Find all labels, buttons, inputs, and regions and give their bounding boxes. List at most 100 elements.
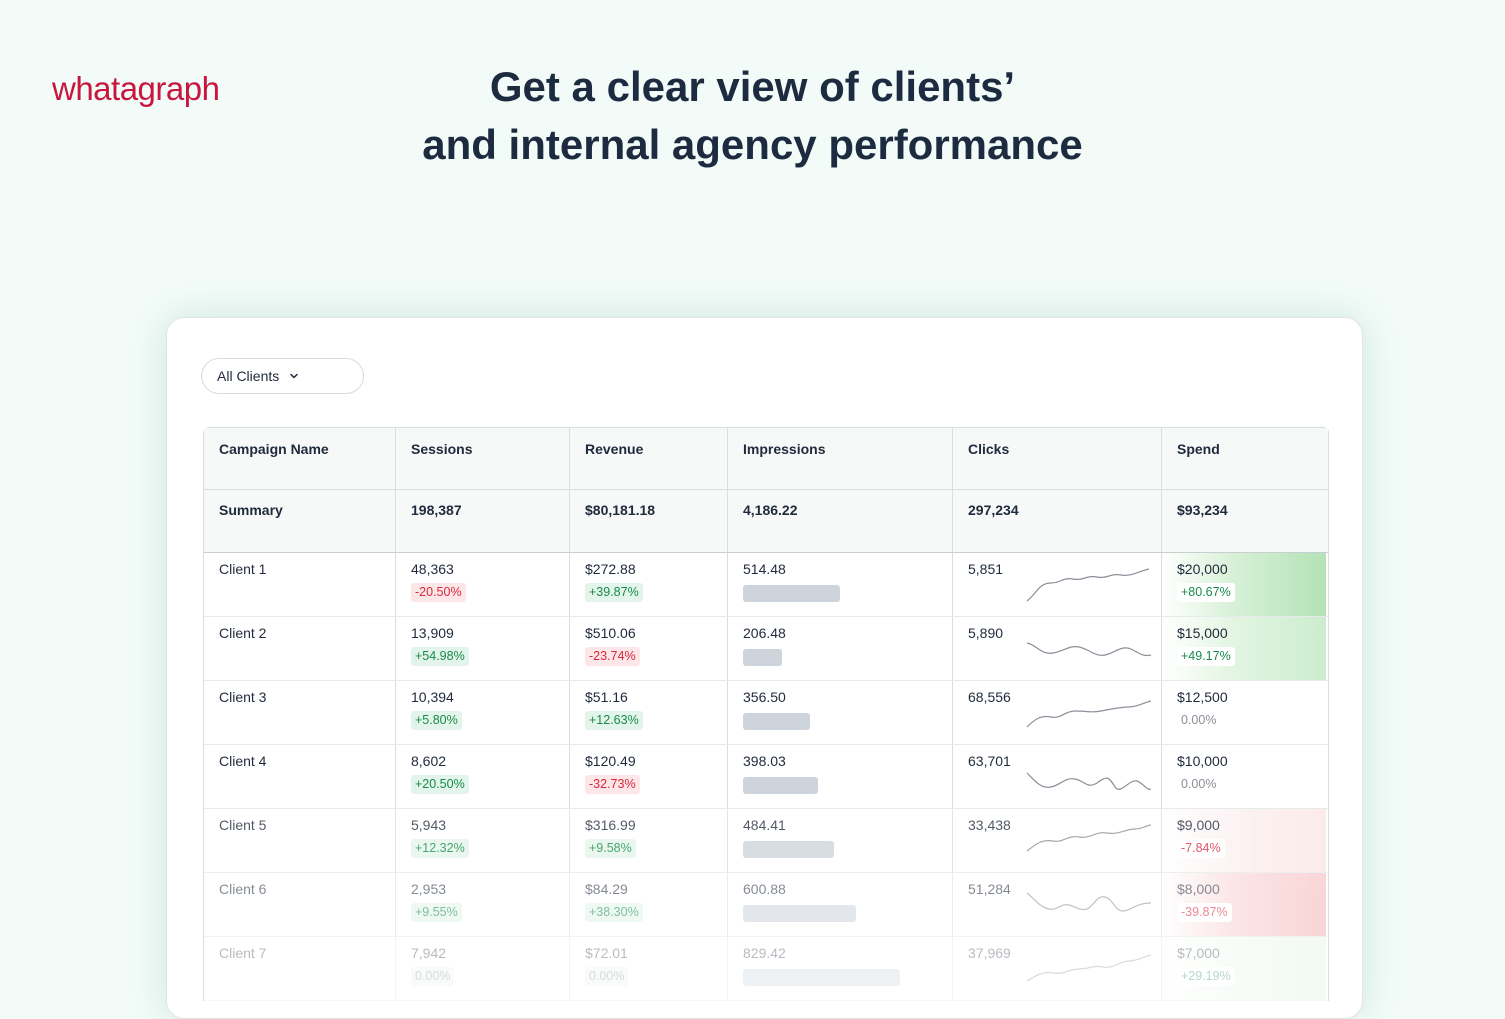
clicks-value: 37,969 bbox=[968, 945, 1011, 961]
clicks-cell: 37,969 bbox=[953, 937, 1162, 1000]
impressions-value: 356.50 bbox=[743, 689, 786, 705]
impressions-value: 484.41 bbox=[743, 817, 786, 833]
spend-change-badge: +29.19% bbox=[1177, 967, 1235, 986]
revenue-change-badge: -32.73% bbox=[585, 775, 640, 794]
sessions-change-badge: -20.50% bbox=[411, 583, 466, 602]
sessions-cell: 2,953 +9.55% bbox=[396, 873, 570, 936]
spend-value: $12,500 bbox=[1177, 689, 1228, 705]
spend-value: $9,000 bbox=[1177, 817, 1220, 833]
clicks-value: 51,284 bbox=[968, 881, 1011, 897]
spend-change-badge: +49.17% bbox=[1177, 647, 1235, 666]
revenue-value: $272.88 bbox=[585, 561, 636, 577]
impressions-bar bbox=[743, 777, 818, 794]
clicks-value: 33,438 bbox=[968, 817, 1011, 833]
clicks-sparkline bbox=[1026, 772, 1152, 790]
chevron-down-icon bbox=[288, 370, 300, 382]
sessions-change-badge: +5.80% bbox=[411, 711, 462, 730]
revenue-value: $120.49 bbox=[585, 753, 636, 769]
impressions-cell: 398.03 bbox=[728, 745, 953, 808]
sessions-value: 13,909 bbox=[411, 625, 454, 641]
client-filter-label: All Clients bbox=[217, 368, 280, 384]
campaign-name-cell: Client 3 bbox=[204, 681, 396, 744]
revenue-cell: $272.88 +39.87% bbox=[570, 553, 728, 616]
revenue-value: $316.99 bbox=[585, 817, 636, 833]
sessions-change-badge: +54.98% bbox=[411, 647, 469, 666]
sessions-value: 8,602 bbox=[411, 753, 447, 769]
summary-impressions: 4,186.22 bbox=[728, 490, 953, 552]
table-row[interactable]: Client 2 13,909 +54.98% $510.06 -23.74% … bbox=[204, 617, 1328, 681]
campaign-name: Client 3 bbox=[219, 689, 267, 705]
campaign-name: Client 2 bbox=[219, 625, 267, 641]
revenue-cell: $51.16 +12.63% bbox=[570, 681, 728, 744]
brand-logo: whatagraph bbox=[52, 70, 220, 107]
clicks-value: 63,701 bbox=[968, 753, 1011, 769]
sessions-change-badge: +12.32% bbox=[411, 839, 469, 858]
table-row[interactable]: Client 1 48,363 -20.50% $272.88 +39.87% … bbox=[204, 553, 1328, 617]
table-row[interactable]: Client 4 8,602 +20.50% $120.49 -32.73% 3… bbox=[204, 745, 1328, 809]
impressions-bar bbox=[743, 905, 856, 922]
spend-cell: $15,000 +49.17% bbox=[1162, 617, 1326, 680]
spend-cell: $7,000 +29.19% bbox=[1162, 937, 1326, 1000]
table-row[interactable]: Client 5 5,943 +12.32% $316.99 +9.58% 48… bbox=[204, 809, 1328, 873]
impressions-cell: 829.42 bbox=[728, 937, 953, 1000]
spend-value: $7,000 bbox=[1177, 945, 1220, 961]
table-row[interactable]: Client 3 10,394 +5.80% $51.16 +12.63% 35… bbox=[204, 681, 1328, 745]
spend-value: $10,000 bbox=[1177, 753, 1228, 769]
revenue-cell: $316.99 +9.58% bbox=[570, 809, 728, 872]
impressions-value: 206.48 bbox=[743, 625, 786, 641]
impressions-value: 829.42 bbox=[743, 945, 786, 961]
campaign-name: Client 7 bbox=[219, 945, 267, 961]
clicks-sparkline bbox=[1026, 892, 1152, 912]
impressions-cell: 484.41 bbox=[728, 809, 953, 872]
header-impressions[interactable]: Impressions bbox=[728, 428, 953, 489]
revenue-cell: $72.01 0.00% bbox=[570, 937, 728, 1000]
summary-label: Summary bbox=[204, 490, 396, 552]
summary-sessions: 198,387 bbox=[396, 490, 570, 552]
campaign-name-cell: Client 7 bbox=[204, 937, 396, 1000]
spend-change-badge: 0.00% bbox=[1177, 711, 1221, 730]
campaign-name: Client 1 bbox=[219, 561, 267, 577]
impressions-bar bbox=[743, 969, 900, 986]
clicks-sparkline bbox=[1026, 824, 1152, 852]
sessions-value: 2,953 bbox=[411, 881, 447, 897]
impressions-cell: 514.48 bbox=[728, 553, 953, 616]
spend-cell: $10,000 0.00% bbox=[1162, 745, 1326, 808]
clicks-sparkline bbox=[1026, 700, 1152, 728]
campaign-name-cell: Client 1 bbox=[204, 553, 396, 616]
revenue-cell: $510.06 -23.74% bbox=[570, 617, 728, 680]
sessions-cell: 10,394 +5.80% bbox=[396, 681, 570, 744]
header-sessions[interactable]: Sessions bbox=[396, 428, 570, 489]
impressions-cell: 206.48 bbox=[728, 617, 953, 680]
spend-cell: $9,000 -7.84% bbox=[1162, 809, 1326, 872]
header-revenue[interactable]: Revenue bbox=[570, 428, 728, 489]
impressions-bar bbox=[743, 713, 810, 730]
revenue-change-badge: +12.63% bbox=[585, 711, 643, 730]
sessions-cell: 5,943 +12.32% bbox=[396, 809, 570, 872]
headline-line-1: Get a clear view of clients’ bbox=[489, 63, 1016, 110]
table-row[interactable]: Client 7 7,942 0.00% $72.01 0.00% 829.42… bbox=[204, 937, 1328, 1001]
campaign-table: Campaign Name Sessions Revenue Impressio… bbox=[203, 427, 1329, 1001]
sessions-value: 5,943 bbox=[411, 817, 447, 833]
campaign-name: Client 5 bbox=[219, 817, 267, 833]
clicks-value: 5,851 bbox=[968, 561, 1004, 577]
clicks-cell: 5,890 bbox=[953, 617, 1162, 680]
revenue-change-badge: 0.00% bbox=[585, 967, 629, 986]
header-spend[interactable]: Spend bbox=[1177, 441, 1220, 457]
clicks-cell: 33,438 bbox=[953, 809, 1162, 872]
campaign-name: Client 4 bbox=[219, 753, 267, 769]
impressions-bar bbox=[743, 585, 840, 602]
sessions-value: 7,942 bbox=[411, 945, 447, 961]
impressions-value: 514.48 bbox=[743, 561, 786, 577]
campaign-name-cell: Client 2 bbox=[204, 617, 396, 680]
spend-cell: $20,000 +80.67% bbox=[1162, 553, 1326, 616]
summary-clicks: 297,234 bbox=[953, 490, 1162, 552]
sessions-cell: 13,909 +54.98% bbox=[396, 617, 570, 680]
header-campaign-name[interactable]: Campaign Name bbox=[204, 428, 396, 489]
table-row[interactable]: Client 6 2,953 +9.55% $84.29 +38.30% 600… bbox=[204, 873, 1328, 937]
headline-line-2: and internal agency performance bbox=[422, 121, 1083, 168]
clicks-value: 68,556 bbox=[968, 689, 1011, 705]
revenue-change-badge: +9.58% bbox=[585, 839, 636, 858]
sessions-value: 10,394 bbox=[411, 689, 454, 705]
header-clicks[interactable]: Clicks bbox=[953, 428, 1162, 489]
client-filter-dropdown[interactable]: All Clients bbox=[201, 358, 364, 394]
